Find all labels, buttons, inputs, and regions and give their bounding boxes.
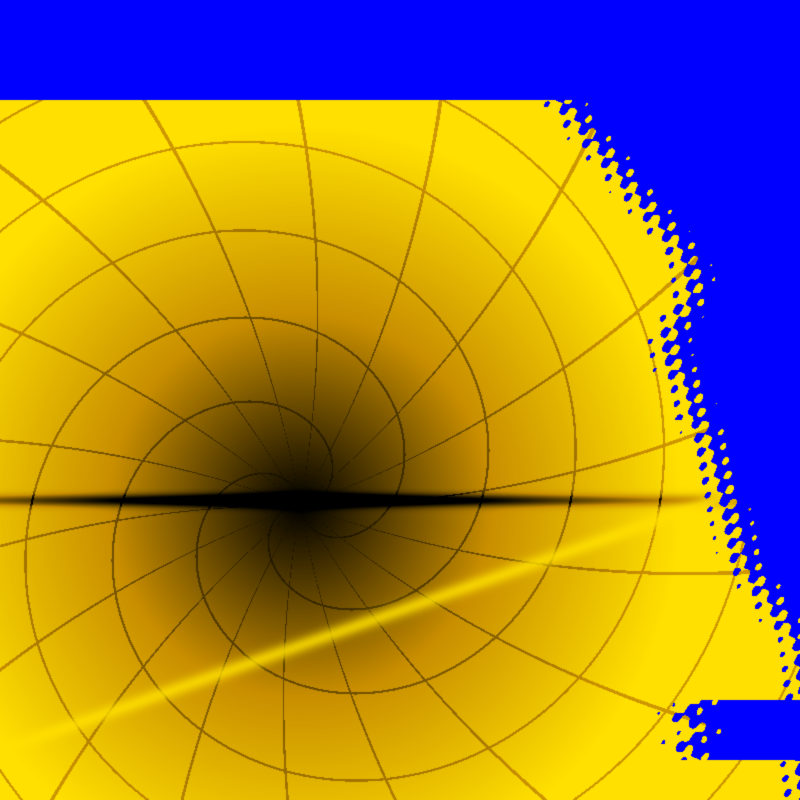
fractal-image (0, 0, 800, 800)
fractal-canvas (0, 0, 800, 800)
